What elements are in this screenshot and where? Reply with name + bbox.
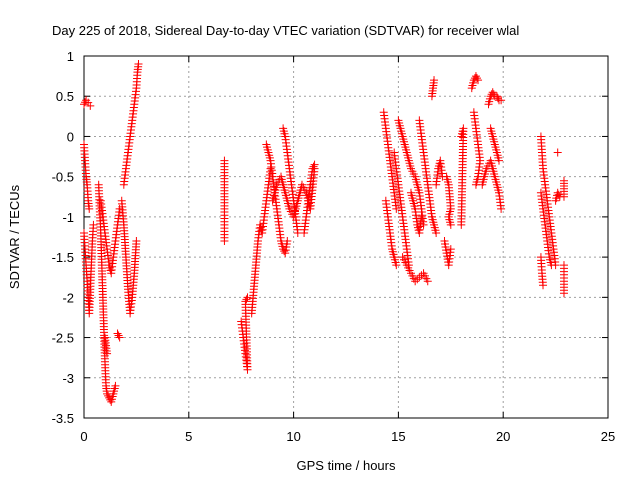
data-point [411, 277, 420, 286]
data-point [415, 273, 424, 282]
data-point [283, 237, 292, 246]
data-point [114, 331, 123, 340]
data-point [89, 220, 98, 229]
data-point [430, 76, 439, 85]
y-tick-label: -3 [62, 371, 74, 386]
x-tick-label: 15 [391, 429, 405, 444]
x-tick-label: 20 [496, 429, 510, 444]
data-point [488, 88, 497, 97]
data-point [547, 261, 556, 270]
x-axis-label: GPS time / hours [297, 458, 396, 473]
data-point [308, 164, 317, 173]
axis-ticks: 0 5 10 15 20 25 1 0.5 0 -0.5 -1 -1.5 -2 -2.5 -3 -3.5 [52, 49, 616, 444]
y-tick-label: 1 [67, 49, 74, 64]
y-tick-label: -1 [62, 210, 74, 225]
data-point [474, 76, 483, 85]
y-tick-label: -1.5 [52, 250, 74, 265]
data-point [392, 204, 401, 213]
data-point [280, 247, 289, 256]
data-point [417, 212, 426, 221]
data-point [413, 275, 422, 284]
x-tick-label: 0 [80, 429, 87, 444]
data-point [310, 160, 319, 169]
data-point [309, 162, 318, 171]
x-tick-label: 10 [286, 429, 300, 444]
data-point [553, 148, 562, 157]
data-point [446, 220, 455, 229]
data-point [497, 204, 506, 213]
grid-lines [84, 56, 608, 418]
data-point [241, 297, 250, 306]
y-tick-label: -0.5 [52, 170, 74, 185]
data-point [392, 261, 401, 270]
data-point [132, 237, 141, 246]
chart-title: Day 225 of 2018, Sidereal Day-to-day VTE… [52, 23, 519, 38]
data-points [80, 60, 568, 406]
data-point [134, 60, 143, 69]
data-point [220, 237, 229, 246]
data-point [423, 277, 432, 286]
y-tick-label: -2.5 [52, 331, 74, 346]
data-point [471, 72, 480, 81]
data-point [554, 190, 563, 199]
data-point [457, 132, 466, 141]
y-axis-label: SDTVAR / TECUs [7, 184, 22, 289]
data-point [242, 295, 251, 304]
data-point [85, 204, 94, 213]
y-tick-label: -3.5 [52, 411, 74, 426]
data-point [113, 329, 122, 338]
y-tick-label: 0 [67, 129, 74, 144]
data-point [115, 333, 124, 342]
data-point [446, 245, 455, 254]
data-point [432, 228, 441, 237]
data-point [559, 192, 568, 201]
data-point [111, 381, 120, 390]
y-tick-label: 0.5 [56, 89, 74, 104]
data-point [473, 74, 481, 83]
data-point [559, 289, 568, 298]
data-point [104, 391, 113, 400]
data-point [553, 188, 562, 197]
x-tick-label: 5 [185, 429, 192, 444]
data-point [495, 156, 504, 165]
data-point [417, 271, 426, 280]
data-point [84, 98, 93, 107]
y-tick-label: -2 [62, 290, 74, 305]
data-point [492, 92, 501, 101]
data-point [80, 100, 88, 109]
data-point [103, 349, 112, 358]
x-tick-label: 25 [601, 429, 615, 444]
data-point [243, 293, 252, 302]
data-point [86, 101, 95, 110]
data-point [497, 96, 506, 105]
data-point [539, 281, 548, 290]
